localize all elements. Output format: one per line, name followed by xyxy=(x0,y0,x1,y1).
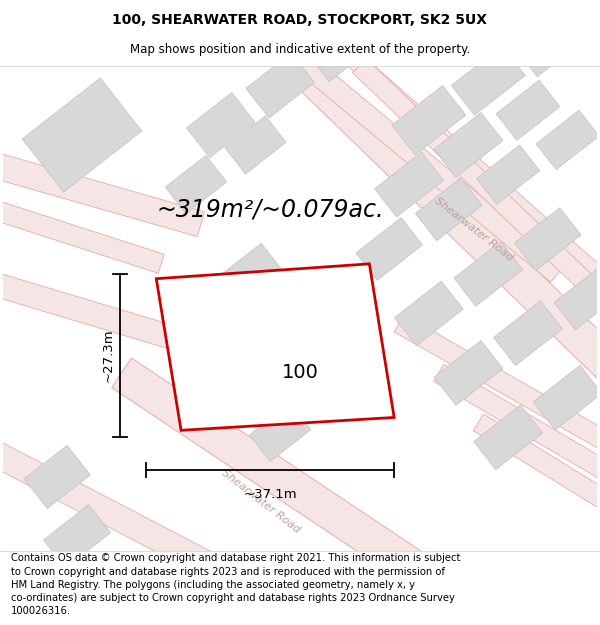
Polygon shape xyxy=(353,59,600,301)
Polygon shape xyxy=(496,80,560,140)
Polygon shape xyxy=(394,315,600,451)
Polygon shape xyxy=(514,208,581,271)
Polygon shape xyxy=(0,152,205,237)
Polygon shape xyxy=(0,200,164,273)
Polygon shape xyxy=(278,43,600,386)
Polygon shape xyxy=(0,441,227,582)
Text: 100: 100 xyxy=(281,363,319,382)
Polygon shape xyxy=(278,273,342,334)
Text: ~319m²/~0.079ac.: ~319m²/~0.079ac. xyxy=(156,198,384,221)
Text: Map shows position and indicative extent of the property.: Map shows position and indicative extent… xyxy=(130,42,470,56)
Text: 100, SHEARWATER ROAD, STOCKPORT, SK2 5UX: 100, SHEARWATER ROAD, STOCKPORT, SK2 5UX xyxy=(113,12,487,27)
Polygon shape xyxy=(250,403,311,461)
Polygon shape xyxy=(165,156,227,214)
Polygon shape xyxy=(0,272,293,384)
Polygon shape xyxy=(454,241,523,306)
Text: Shearwater Road: Shearwater Road xyxy=(433,196,514,262)
Polygon shape xyxy=(112,358,429,586)
Polygon shape xyxy=(211,315,270,371)
Polygon shape xyxy=(415,178,482,241)
Polygon shape xyxy=(476,145,539,204)
Polygon shape xyxy=(218,243,283,304)
Text: ~37.1m: ~37.1m xyxy=(244,488,297,501)
Polygon shape xyxy=(24,445,90,509)
Polygon shape xyxy=(187,92,255,158)
Text: Contains OS data © Crown copyright and database right 2021. This information is : Contains OS data © Crown copyright and d… xyxy=(11,554,460,616)
Polygon shape xyxy=(473,414,600,510)
Polygon shape xyxy=(356,217,422,281)
Polygon shape xyxy=(156,264,394,431)
Polygon shape xyxy=(474,405,542,469)
Polygon shape xyxy=(392,86,466,155)
Polygon shape xyxy=(554,267,600,330)
Polygon shape xyxy=(288,48,565,282)
Polygon shape xyxy=(533,365,600,430)
Polygon shape xyxy=(536,110,599,169)
Polygon shape xyxy=(515,15,580,77)
Polygon shape xyxy=(271,345,329,401)
Polygon shape xyxy=(246,53,314,118)
Text: Shearwater Road: Shearwater Road xyxy=(220,468,301,535)
Polygon shape xyxy=(374,152,443,217)
Polygon shape xyxy=(22,78,142,192)
Polygon shape xyxy=(394,281,463,346)
Polygon shape xyxy=(307,20,372,82)
Polygon shape xyxy=(494,301,562,366)
Polygon shape xyxy=(344,49,600,291)
Polygon shape xyxy=(43,504,110,568)
Polygon shape xyxy=(434,341,503,405)
Text: ~27.3m: ~27.3m xyxy=(101,329,114,382)
Polygon shape xyxy=(225,116,286,174)
Polygon shape xyxy=(434,364,600,481)
Polygon shape xyxy=(451,46,525,115)
Polygon shape xyxy=(434,112,503,178)
